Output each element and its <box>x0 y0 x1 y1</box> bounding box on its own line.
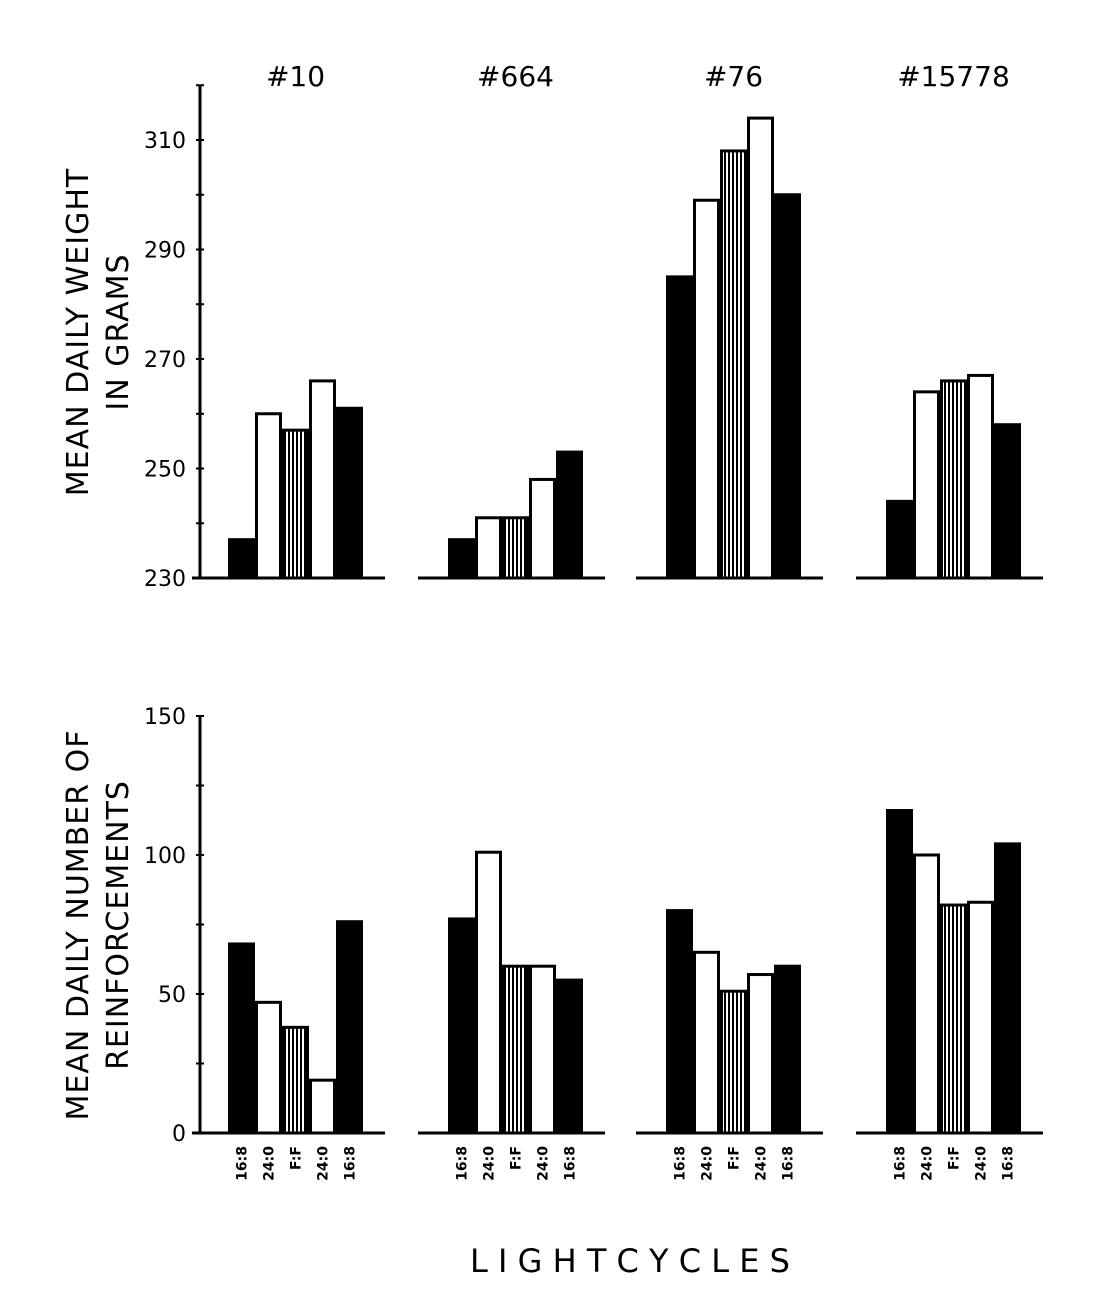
x-category-label: 16:8 <box>1001 1146 1017 1181</box>
bar-hatched <box>282 428 309 580</box>
bar-solid <box>556 450 583 580</box>
x-category-label: 24:0 <box>920 1146 936 1181</box>
x-category-label: 24:0 <box>700 1146 716 1181</box>
x-category-label: F:F <box>509 1146 525 1170</box>
y-tick-label: 250 <box>144 458 186 483</box>
bar-solid <box>228 942 255 1135</box>
bar-open <box>747 973 774 1135</box>
subject-label: #76 <box>704 60 763 93</box>
y-tick-label: 150 <box>144 705 186 730</box>
bar-open <box>747 116 774 580</box>
y-tick-label: 290 <box>144 239 186 264</box>
y-tick-label: 230 <box>144 567 186 592</box>
x-category-label: 16:8 <box>235 1146 251 1181</box>
y-tick-label: 310 <box>144 129 186 154</box>
bar-solid <box>886 809 913 1135</box>
subject-label: #15778 <box>897 60 1010 93</box>
x-category-label: 16:8 <box>673 1146 689 1181</box>
x-category-label: 16:8 <box>563 1146 579 1181</box>
y-axis-title-line-1: MEAN DAILY NUMBER OF <box>61 730 96 1121</box>
x-category-label: 16:8 <box>343 1146 359 1181</box>
bar-open <box>309 379 336 580</box>
bar-open <box>255 1000 282 1135</box>
bar-open <box>693 198 720 580</box>
x-category-label: 24:0 <box>536 1146 552 1181</box>
bar-hatched <box>940 903 967 1135</box>
bar-solid <box>448 538 475 580</box>
bar-solid <box>336 406 363 580</box>
y-tick-label: 50 <box>158 983 186 1008</box>
y-tick-label: 270 <box>144 348 186 373</box>
x-category-label: F:F <box>727 1146 743 1170</box>
bar-open <box>693 950 720 1135</box>
bar-solid <box>994 423 1021 580</box>
bar-open <box>529 964 556 1135</box>
bar-open <box>255 412 282 580</box>
bar-solid <box>448 917 475 1135</box>
bar-open <box>309 1078 336 1135</box>
bar-open <box>475 850 502 1135</box>
bar-solid <box>336 920 363 1135</box>
bar-hatched <box>502 516 529 580</box>
bar-hatched <box>720 149 747 580</box>
bar-open <box>967 900 994 1135</box>
x-category-label: 16:8 <box>455 1146 471 1181</box>
x-category-label: 24:0 <box>262 1146 278 1181</box>
bar-open <box>913 853 940 1135</box>
bar-hatched <box>282 1025 309 1135</box>
bar-solid <box>666 909 693 1135</box>
bar-solid <box>774 964 801 1135</box>
x-category-label: 16:8 <box>893 1146 909 1181</box>
bar-open <box>475 516 502 580</box>
bar-solid <box>994 842 1021 1135</box>
bar-hatched <box>940 379 967 580</box>
y-axis-title-line-2: IN GRAMS <box>101 253 136 410</box>
subject-label: #10 <box>266 60 325 93</box>
bar-open <box>967 373 994 580</box>
bar-solid <box>228 538 255 580</box>
bar-solid <box>774 193 801 580</box>
x-category-label: F:F <box>947 1146 963 1170</box>
bar-solid <box>556 978 583 1135</box>
x-category-label: 24:0 <box>754 1146 770 1181</box>
bar-hatched <box>502 964 529 1135</box>
x-category-label: 24:0 <box>974 1146 990 1181</box>
y-axis-title-line-1: MEAN DAILY WEIGHT <box>61 168 96 496</box>
bar-solid <box>666 275 693 580</box>
bar-open <box>913 390 940 580</box>
subject-label: #664 <box>477 60 554 93</box>
x-axis-title: L I G H T C Y C L E S <box>470 1242 790 1280</box>
bar-hatched <box>720 989 747 1135</box>
x-category-label: 16:8 <box>781 1146 797 1181</box>
y-tick-label: 100 <box>144 844 186 869</box>
bar-open <box>529 477 556 580</box>
x-category-label: F:F <box>289 1146 305 1170</box>
y-tick-label: 0 <box>172 1122 186 1147</box>
y-axis-title-line-2: REINFORCEMENTS <box>101 780 136 1070</box>
x-category-label: 24:0 <box>316 1146 332 1181</box>
x-category-label: 24:0 <box>482 1146 498 1181</box>
bar-solid <box>886 499 913 580</box>
